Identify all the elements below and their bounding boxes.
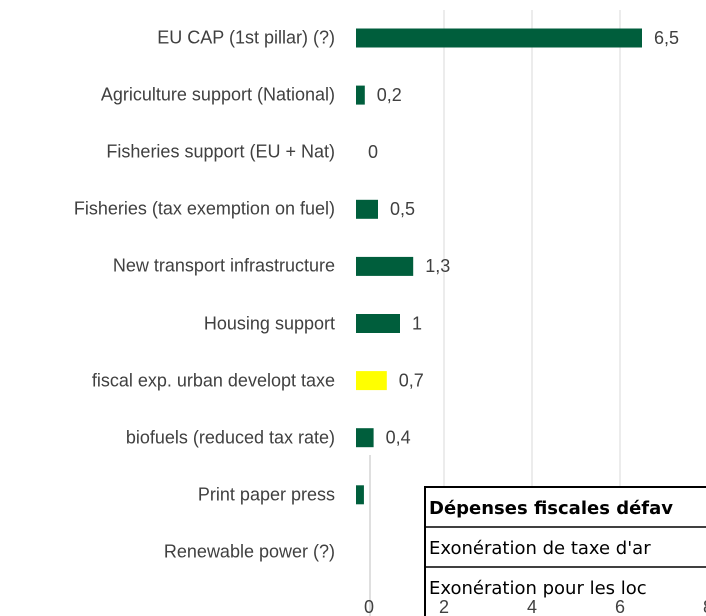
value-label: 0,7 bbox=[399, 370, 424, 390]
bar bbox=[356, 485, 364, 505]
x-tick-label: 6 bbox=[615, 597, 625, 616]
x-tick-label: 0 bbox=[364, 597, 374, 616]
value-label: 0,5 bbox=[390, 199, 415, 219]
category-label: fiscal exp. urban developt taxe bbox=[91, 370, 335, 391]
bar bbox=[356, 371, 387, 391]
category-label: New transport infrastructure bbox=[112, 255, 335, 276]
category-label: Housing support bbox=[203, 313, 335, 333]
table-cell: Exonération pour les loc bbox=[429, 578, 647, 599]
value-label: 0 bbox=[368, 142, 378, 162]
category-label: Renewable power (?) bbox=[163, 541, 335, 562]
table-cell: Dépenses fiscales défav bbox=[429, 498, 673, 519]
value-label: 0,4 bbox=[386, 427, 411, 447]
bar bbox=[356, 85, 365, 105]
category-label: Print paper press bbox=[197, 484, 335, 505]
value-label: 6,5 bbox=[654, 28, 679, 48]
x-tick-label: 4 bbox=[527, 597, 537, 616]
bar bbox=[356, 314, 400, 333]
table-box bbox=[424, 486, 706, 616]
bar bbox=[356, 199, 378, 219]
table-cell: Exonération de taxe d'ar bbox=[429, 538, 651, 559]
bar bbox=[356, 256, 414, 276]
category-label: EU CAP (1st pillar) (?) bbox=[157, 27, 335, 48]
category-label: Agriculture support (National) bbox=[100, 84, 335, 105]
value-label: 1 bbox=[412, 313, 422, 333]
bar bbox=[356, 28, 642, 48]
category-label: Fisheries support (EU + Nat) bbox=[106, 141, 335, 162]
category-label: Fisheries (tax exemption on fuel) bbox=[73, 198, 335, 219]
value-label: 1,3 bbox=[425, 256, 450, 276]
category-label: biofuels (reduced tax rate) bbox=[125, 427, 335, 448]
x-tick-label: 8 bbox=[703, 597, 706, 616]
bar bbox=[356, 428, 374, 448]
x-tick-label: 2 bbox=[439, 597, 449, 616]
overlay-table: Dépenses fiscales défav Exonération de ta… bbox=[424, 486, 706, 616]
value-label: 0,2 bbox=[377, 85, 402, 105]
